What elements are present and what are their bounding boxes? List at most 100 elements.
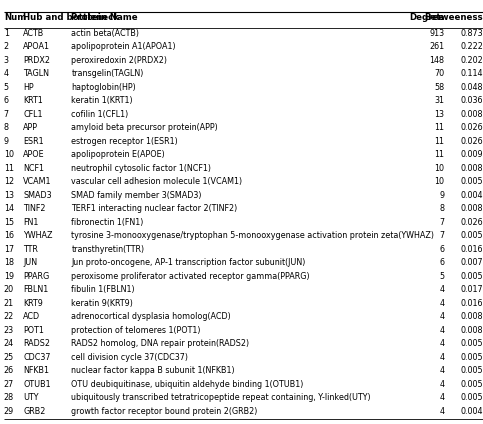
Text: 0.007: 0.007 (460, 258, 483, 267)
Text: CFL1: CFL1 (23, 110, 43, 119)
Text: 4: 4 (440, 285, 444, 294)
Text: 0.005: 0.005 (460, 380, 483, 389)
Text: TERF1 interacting nuclear factor 2(TINF2): TERF1 interacting nuclear factor 2(TINF2… (71, 204, 238, 213)
Text: 2: 2 (4, 42, 9, 51)
Text: keratin 1(KRT1): keratin 1(KRT1) (71, 96, 133, 105)
Text: 0.222: 0.222 (460, 42, 483, 51)
Text: 4: 4 (4, 69, 9, 78)
Text: 0.005: 0.005 (460, 353, 483, 362)
Text: 6: 6 (4, 96, 9, 105)
Text: RADS2 homolog, DNA repair protein(RADS2): RADS2 homolog, DNA repair protein(RADS2) (71, 339, 250, 348)
Text: 14: 14 (4, 204, 14, 213)
Text: 7: 7 (4, 110, 9, 119)
Text: APP: APP (23, 123, 38, 132)
Text: haptoglobin(HP): haptoglobin(HP) (71, 83, 136, 92)
Text: 4: 4 (440, 339, 444, 348)
Text: 58: 58 (434, 83, 444, 92)
Text: HP: HP (23, 83, 34, 92)
Text: apolipoprotein E(APOE): apolipoprotein E(APOE) (71, 150, 165, 159)
Text: 0.008: 0.008 (460, 312, 483, 321)
Text: 0.005: 0.005 (460, 393, 483, 402)
Text: 6: 6 (440, 245, 444, 254)
Text: YWHAZ: YWHAZ (23, 231, 53, 240)
Text: 17: 17 (4, 245, 14, 254)
Text: OTUB1: OTUB1 (23, 380, 51, 389)
Text: 11: 11 (4, 164, 14, 173)
Text: transthyretin(TTR): transthyretin(TTR) (71, 245, 144, 254)
Text: 4: 4 (440, 299, 444, 308)
Text: keratin 9(KRT9): keratin 9(KRT9) (71, 299, 133, 308)
Text: KRT9: KRT9 (23, 299, 43, 308)
Text: actin beta(ACTB): actin beta(ACTB) (71, 29, 140, 38)
Text: 18: 18 (4, 258, 14, 267)
Text: UTY: UTY (23, 393, 39, 402)
Text: SMAD3: SMAD3 (23, 191, 52, 200)
Text: 19: 19 (4, 272, 14, 281)
Text: 13: 13 (434, 110, 444, 119)
Text: 0.873: 0.873 (460, 29, 483, 38)
Text: growth factor receptor bound protein 2(GRB2): growth factor receptor bound protein 2(G… (71, 407, 258, 416)
Text: SMAD family member 3(SMAD3): SMAD family member 3(SMAD3) (71, 191, 202, 200)
Text: 3: 3 (4, 56, 9, 65)
Text: 13: 13 (4, 191, 14, 200)
Text: Num: Num (4, 13, 26, 22)
Text: 7: 7 (439, 231, 444, 240)
Text: TTR: TTR (23, 245, 38, 254)
Text: 11: 11 (434, 150, 444, 159)
Text: 0.036: 0.036 (460, 96, 483, 105)
Text: RADS2: RADS2 (23, 339, 50, 348)
Text: 4: 4 (440, 380, 444, 389)
Text: 26: 26 (4, 366, 14, 375)
Text: 0.016: 0.016 (460, 245, 483, 254)
Text: 5: 5 (4, 83, 9, 92)
Text: 22: 22 (4, 312, 14, 321)
Text: Degree: Degree (409, 13, 444, 22)
Text: 9: 9 (439, 191, 444, 200)
Text: amyloid beta precursor protein(APP): amyloid beta precursor protein(APP) (71, 123, 218, 132)
Text: 8: 8 (440, 204, 444, 213)
Text: transgelin(TAGLN): transgelin(TAGLN) (71, 69, 144, 78)
Text: 0.202: 0.202 (460, 56, 483, 65)
Text: Betweeness: Betweeness (425, 13, 483, 22)
Text: 0.048: 0.048 (460, 83, 483, 92)
Text: 0.009: 0.009 (460, 150, 483, 159)
Text: FN1: FN1 (23, 218, 39, 227)
Text: 24: 24 (4, 339, 14, 348)
Text: 8: 8 (4, 123, 9, 132)
Text: 0.005: 0.005 (460, 366, 483, 375)
Text: 0.005: 0.005 (460, 177, 483, 186)
Text: PPARG: PPARG (23, 272, 49, 281)
Text: 4: 4 (440, 393, 444, 402)
Text: 10: 10 (434, 177, 444, 186)
Text: TINF2: TINF2 (23, 204, 46, 213)
Text: 0.026: 0.026 (460, 137, 483, 146)
Text: estrogen receptor 1(ESR1): estrogen receptor 1(ESR1) (71, 137, 178, 146)
Text: fibulin 1(FBLN1): fibulin 1(FBLN1) (71, 285, 135, 294)
Text: ACD: ACD (23, 312, 40, 321)
Text: PRDX2: PRDX2 (23, 56, 50, 65)
Text: adrenocortical dysplasia homolog(ACD): adrenocortical dysplasia homolog(ACD) (71, 312, 231, 321)
Text: ESR1: ESR1 (23, 137, 44, 146)
Text: 15: 15 (4, 218, 14, 227)
Text: 12: 12 (4, 177, 14, 186)
Text: ACTB: ACTB (23, 29, 44, 38)
Text: JUN: JUN (23, 258, 37, 267)
Text: tyrosine 3-monooxygenase/tryptophan 5-monooxygenase activation protein zeta(YWHA: tyrosine 3-monooxygenase/tryptophan 5-mo… (71, 231, 435, 240)
Text: 4: 4 (440, 353, 444, 362)
Text: cell division cycle 37(CDC37): cell division cycle 37(CDC37) (71, 353, 188, 362)
Text: 261: 261 (429, 42, 444, 51)
Text: nuclear factor kappa B subunit 1(NFKB1): nuclear factor kappa B subunit 1(NFKB1) (71, 366, 235, 375)
Text: 0.114: 0.114 (460, 69, 483, 78)
Text: 7: 7 (439, 218, 444, 227)
Text: neutrophil cytosolic factor 1(NCF1): neutrophil cytosolic factor 1(NCF1) (71, 164, 212, 173)
Text: 25: 25 (4, 353, 14, 362)
Text: protection of telomeres 1(POT1): protection of telomeres 1(POT1) (71, 326, 201, 335)
Text: 11: 11 (434, 123, 444, 132)
Text: Protein Name: Protein Name (71, 13, 138, 22)
Text: 0.008: 0.008 (460, 326, 483, 335)
Text: Jun proto-oncogene, AP-1 transcription factor subunit(JUN): Jun proto-oncogene, AP-1 transcription f… (71, 258, 306, 267)
Text: OTU deubiquitinase, ubiquitin aldehyde binding 1(OTUB1): OTU deubiquitinase, ubiquitin aldehyde b… (71, 380, 304, 389)
Text: vascular cell adhesion molecule 1(VCAM1): vascular cell adhesion molecule 1(VCAM1) (71, 177, 242, 186)
Text: 0.026: 0.026 (460, 123, 483, 132)
Text: 0.008: 0.008 (460, 110, 483, 119)
